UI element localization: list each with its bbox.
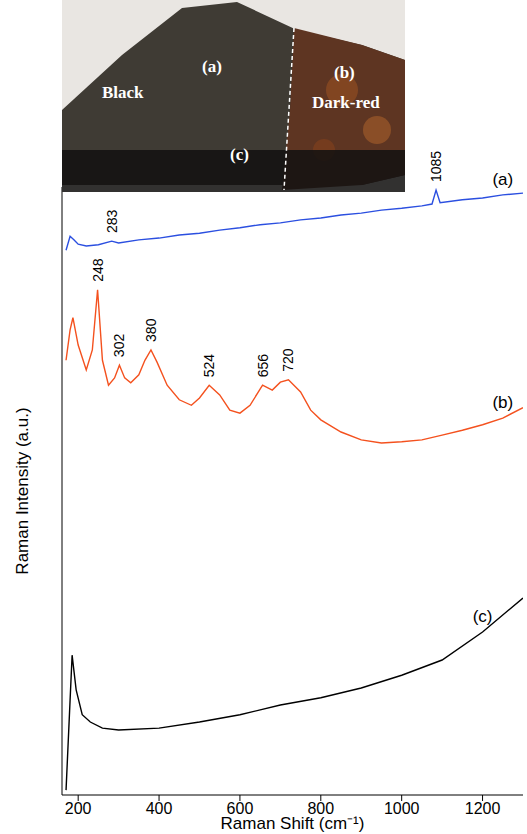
svg-text:Raman Intensity (a.u.): Raman Intensity (a.u.) — [13, 407, 32, 574]
svg-text:Black: Black — [102, 83, 144, 102]
svg-text:Raman Shift (cm⁻¹): Raman Shift (cm⁻¹) — [221, 814, 365, 833]
svg-text:(b): (b) — [492, 393, 513, 412]
svg-text:(a): (a) — [202, 57, 222, 76]
svg-text:1085: 1085 — [428, 151, 444, 182]
svg-text:720: 720 — [280, 348, 296, 372]
svg-text:248: 248 — [90, 258, 106, 282]
svg-text:1000: 1000 — [384, 800, 420, 817]
svg-text:1200: 1200 — [465, 800, 501, 817]
svg-text:600: 600 — [226, 800, 254, 818]
svg-text:400: 400 — [146, 800, 173, 817]
svg-text:200: 200 — [65, 800, 92, 817]
svg-text:380: 380 — [143, 318, 159, 342]
svg-text:(b): (b) — [334, 63, 355, 82]
svg-text:283: 283 — [104, 210, 120, 234]
svg-text:(a): (a) — [492, 170, 513, 189]
svg-text:302: 302 — [111, 334, 127, 358]
svg-text:(c): (c) — [473, 607, 493, 626]
svg-text:656: 656 — [255, 354, 271, 378]
svg-text:Dark-red: Dark-red — [312, 93, 380, 112]
svg-text:(c): (c) — [230, 145, 249, 164]
svg-text:800: 800 — [307, 800, 335, 818]
svg-text:524: 524 — [201, 354, 217, 378]
